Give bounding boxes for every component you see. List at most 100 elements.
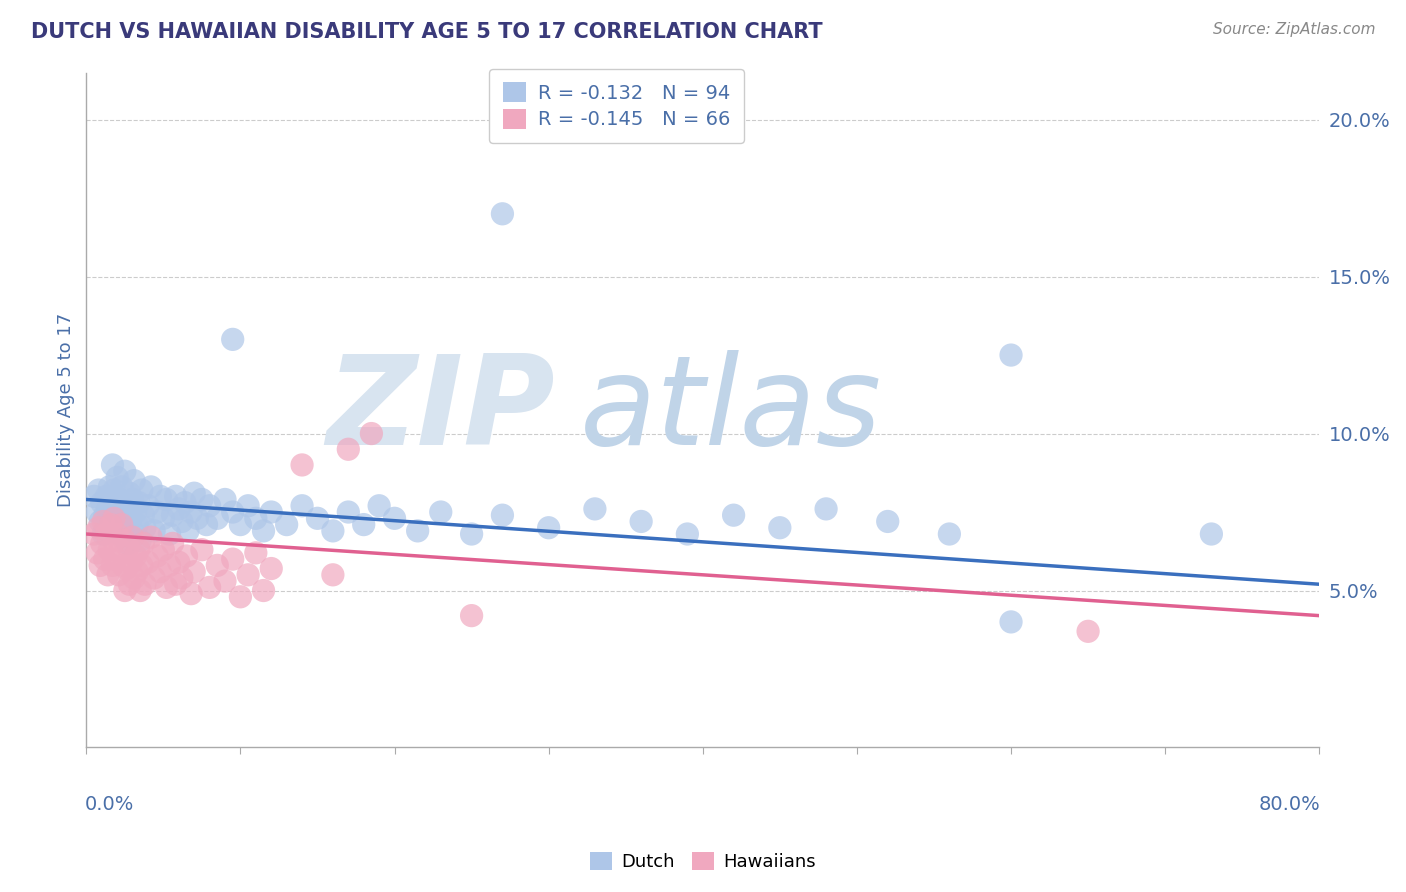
Legend: Dutch, Hawaiians: Dutch, Hawaiians: [583, 845, 823, 879]
Point: [155, 492, 177, 507]
Point: [260, 561, 283, 575]
Point: [121, 530, 143, 544]
Point: [101, 558, 124, 573]
Point: [630, 515, 652, 529]
Point: [87, 483, 110, 497]
Point: [132, 508, 155, 523]
Text: Source: ZipAtlas.com: Source: ZipAtlas.com: [1212, 22, 1375, 37]
Point: [1000, 615, 1022, 629]
Point: [149, 565, 172, 579]
Point: [170, 515, 193, 529]
Point: [87, 521, 110, 535]
Point: [114, 533, 136, 548]
Point: [134, 577, 156, 591]
Point: [214, 574, 236, 588]
Point: [155, 580, 177, 594]
Point: [460, 527, 482, 541]
Point: [107, 511, 129, 525]
Point: [167, 555, 190, 569]
Point: [120, 555, 142, 569]
Point: [114, 583, 136, 598]
Point: [368, 499, 391, 513]
Point: [198, 580, 221, 594]
Point: [83, 489, 105, 503]
Point: [100, 517, 122, 532]
Point: [91, 527, 114, 541]
Point: [90, 536, 112, 550]
Point: [291, 458, 314, 472]
Point: [222, 332, 245, 346]
Point: [105, 470, 128, 484]
Point: [136, 555, 159, 569]
Point: [96, 489, 118, 503]
Point: [460, 608, 482, 623]
Point: [94, 508, 117, 523]
Point: [96, 527, 118, 541]
Y-axis label: Disability Age 5 to 17: Disability Age 5 to 17: [58, 313, 75, 508]
Point: [146, 549, 169, 563]
Point: [165, 577, 187, 591]
Point: [105, 495, 128, 509]
Point: [291, 499, 314, 513]
Point: [170, 571, 193, 585]
Point: [174, 495, 197, 509]
Point: [252, 583, 274, 598]
Point: [108, 542, 131, 557]
Point: [186, 511, 208, 525]
Point: [260, 505, 283, 519]
Point: [159, 558, 181, 573]
Point: [120, 511, 142, 525]
Point: [124, 505, 146, 519]
Point: [143, 571, 166, 585]
Point: [129, 533, 152, 548]
Point: [198, 499, 221, 513]
Point: [245, 511, 267, 525]
Point: [134, 521, 156, 535]
Point: [101, 458, 124, 472]
Point: [115, 499, 138, 513]
Point: [360, 426, 382, 441]
Point: [183, 565, 205, 579]
Point: [129, 583, 152, 598]
Point: [183, 486, 205, 500]
Point: [98, 480, 121, 494]
Point: [214, 492, 236, 507]
Point: [337, 442, 360, 457]
Point: [108, 492, 131, 507]
Point: [152, 542, 174, 557]
Point: [103, 483, 125, 497]
Point: [128, 542, 150, 557]
Point: [245, 546, 267, 560]
Point: [337, 505, 360, 519]
Point: [769, 521, 792, 535]
Point: [207, 511, 229, 525]
Point: [723, 508, 745, 523]
Point: [107, 567, 129, 582]
Point: [98, 542, 121, 557]
Point: [131, 558, 153, 573]
Point: [207, 558, 229, 573]
Point: [938, 527, 960, 541]
Point: [128, 495, 150, 509]
Point: [162, 536, 184, 550]
Point: [114, 464, 136, 478]
Point: [103, 508, 125, 523]
Point: [111, 480, 134, 494]
Point: [429, 505, 451, 519]
Point: [491, 508, 513, 523]
Point: [229, 517, 252, 532]
Point: [236, 567, 259, 582]
Point: [91, 515, 114, 529]
Point: [815, 502, 838, 516]
Point: [89, 558, 111, 573]
Point: [384, 511, 406, 525]
Point: [180, 505, 202, 519]
Point: [100, 524, 122, 538]
Point: [127, 565, 149, 579]
Point: [1077, 624, 1099, 639]
Point: [121, 524, 143, 538]
Point: [1000, 348, 1022, 362]
Point: [122, 571, 145, 585]
Point: [165, 489, 187, 503]
Point: [143, 524, 166, 538]
